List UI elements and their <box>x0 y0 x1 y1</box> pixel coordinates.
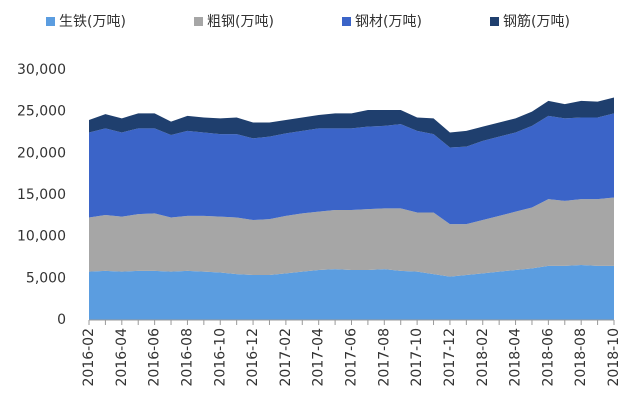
x-tick-label: 2017-12 <box>442 328 458 387</box>
x-tick-label: 2017-06 <box>344 328 360 387</box>
x-tick-label: 2018-08 <box>573 328 589 387</box>
y-tick-label: 20,000 <box>17 145 66 161</box>
y-tick-label: 25,000 <box>17 104 66 120</box>
y-tick-label: 5,000 <box>26 270 66 286</box>
area <box>89 197 614 277</box>
x-tick-label: 2016-04 <box>114 328 130 387</box>
legend-label: 生铁(万吨) <box>59 14 126 30</box>
x-tick-label: 2017-10 <box>409 328 425 387</box>
x-tick-label: 2017-02 <box>278 328 294 387</box>
x-tick-label: 2016-12 <box>245 328 261 387</box>
legend-swatch <box>194 17 203 26</box>
x-tick-label: 2018-10 <box>606 328 622 387</box>
legend-swatch <box>46 17 55 26</box>
legend-swatch <box>342 17 351 26</box>
x-tick-label: 2018-04 <box>508 328 524 387</box>
legend-label: 粗钢(万吨) <box>207 14 274 30</box>
x-tick-label: 2018-06 <box>540 328 556 387</box>
x-tick-label: 2016-08 <box>179 328 195 387</box>
legend-swatch <box>490 17 499 26</box>
y-tick-label: 30,000 <box>17 62 66 78</box>
y-tick-label: 15,000 <box>17 187 66 203</box>
x-tick-label: 2017-08 <box>376 328 392 387</box>
x-tick-label: 2016-10 <box>212 328 228 387</box>
area <box>89 265 614 320</box>
x-tick-label: 2016-06 <box>147 328 163 387</box>
x-tick-label: 2017-04 <box>311 328 327 387</box>
area <box>89 97 614 148</box>
y-tick-label: 0 <box>57 312 66 328</box>
area <box>89 113 614 225</box>
x-tick-label: 2016-02 <box>81 328 97 387</box>
legend-label: 钢筋(万吨) <box>503 13 570 30</box>
y-tick-label: 10,000 <box>17 229 66 245</box>
x-tick-label: 2018-02 <box>475 328 491 387</box>
legend-label: 钢材(万吨) <box>355 14 422 30</box>
